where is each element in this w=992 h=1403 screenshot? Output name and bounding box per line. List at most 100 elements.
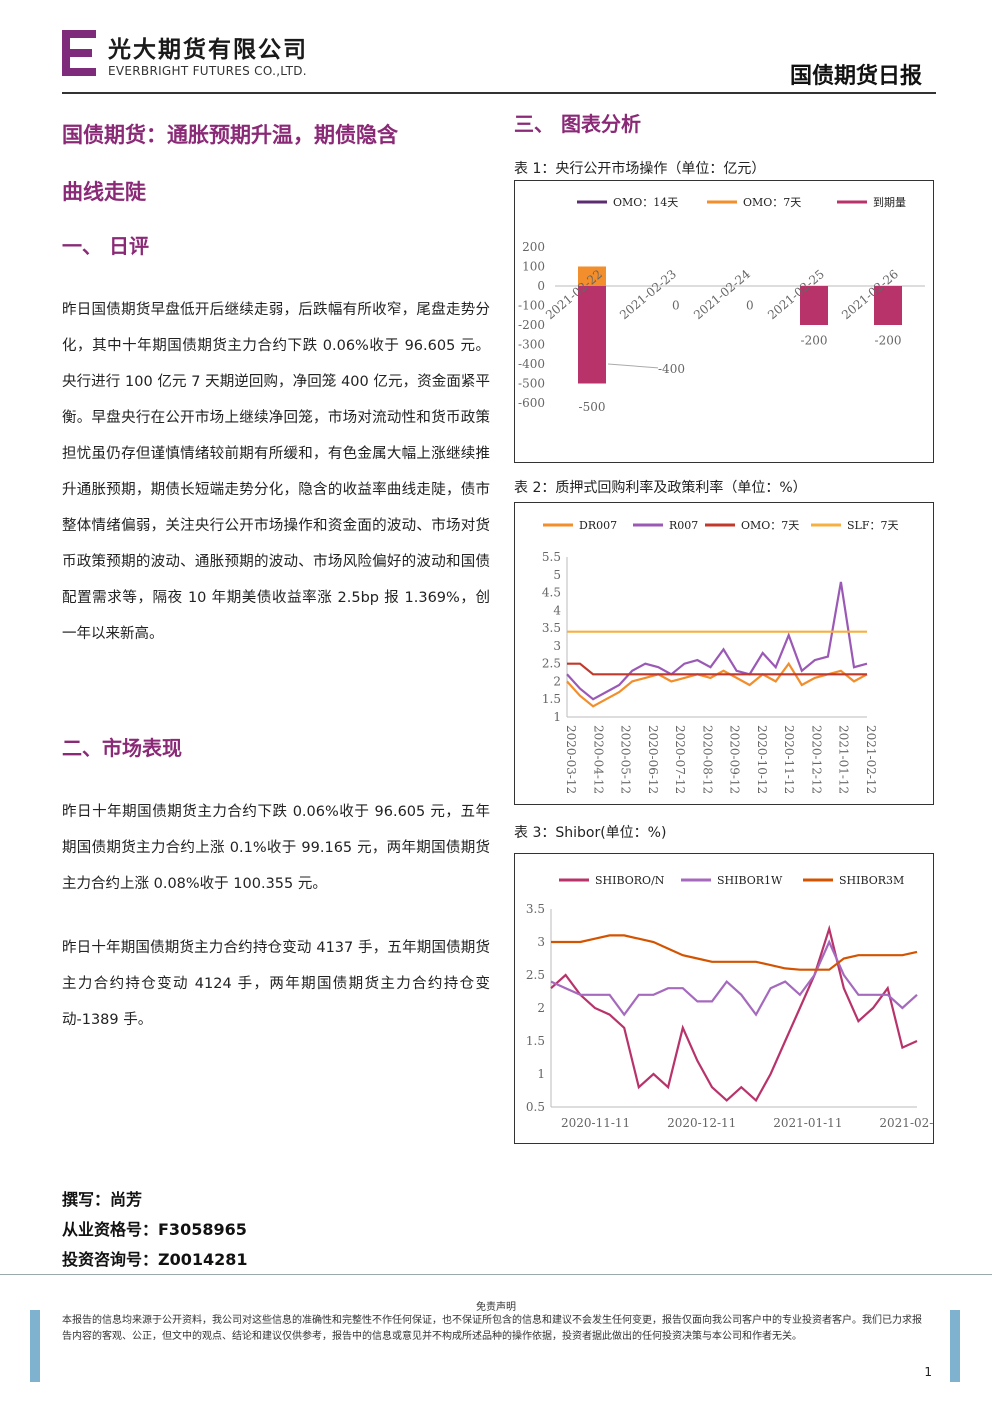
- y-tick-label: 200: [522, 240, 545, 254]
- x-tick-label: 2020-11-11: [561, 1116, 630, 1130]
- section-market-text2: 昨日十年期国债期货主力合约持仓变动 4137 手，五年期国债期货主力合约持仓变动…: [62, 930, 490, 1038]
- data-label: -400: [658, 362, 685, 376]
- x-tick-label: 2021-01-12: [837, 725, 851, 794]
- y-tick-label: 0.5: [526, 1100, 545, 1114]
- author-info: 撰写：尚芳 从业资格号：F3058965 投资咨询号：Z0014281: [62, 1185, 248, 1275]
- y-tick-label: 2.5: [526, 968, 545, 982]
- y-tick-label: 2: [537, 1001, 545, 1015]
- series-line-SHIBORO/N: [550, 924, 918, 1103]
- x-tick-label: 2020-08-12: [700, 725, 714, 794]
- market-paragraph-2: 昨日十年期国债期货主力合约持仓变动 4137 手，五年期国债期货主力合约持仓变动…: [62, 940, 490, 1028]
- y-tick-label: 5.5: [542, 550, 561, 564]
- data-label: -500: [579, 400, 606, 414]
- y-tick-label: 3: [553, 639, 561, 653]
- x-tick-label: 2020-04-12: [591, 725, 605, 794]
- x-tick-label: 2020-03-12: [564, 725, 578, 794]
- footer-left-accent: [30, 1310, 40, 1382]
- data-label: -200: [801, 334, 828, 348]
- footer-right-accent: [950, 1310, 960, 1382]
- company-name-cn: 光大期货有限公司: [108, 36, 308, 63]
- company-name-en: EVERBRIGHT FUTURES CO.,LTD.: [108, 64, 307, 78]
- author-consult-license: 投资咨询号：Z0014281: [62, 1250, 248, 1269]
- shibor-line-chart: SHIBORO/N SHIBOR1W SHIBOR3M 3.5 3 2.5 2 1.5 1 0.5…: [526, 874, 949, 1130]
- y-tick-label: 4.5: [542, 586, 561, 600]
- repo-rate-line-chart: DR007 R007 OMO：7天 SLF：7天 5.5 5 4.5 4 3.5 3 2.5 2 1.5…: [542, 519, 899, 794]
- y-tick-label: 3: [537, 935, 545, 949]
- legend-label: 到期量: [873, 196, 906, 209]
- y-tick-label: 2.5: [542, 657, 561, 671]
- y-tick-label: 3.5: [542, 621, 561, 635]
- legend-label: OMO：14天: [613, 196, 678, 209]
- series-line-DR007: [566, 661, 868, 708]
- data-label: -200: [875, 334, 902, 348]
- main-title-line1: 国债期货：通胀预期升温，期债隐含: [62, 122, 398, 147]
- y-tick-label: 1: [537, 1067, 545, 1081]
- legend-label: OMO：7天: [743, 196, 801, 209]
- x-tick-label: 2020-10-12: [755, 725, 769, 794]
- legend-label: SHIBORO/N: [595, 874, 665, 887]
- legend-label: SHIBOR3M: [839, 874, 904, 887]
- chart3-frame: SHIBORO/N SHIBOR1W SHIBOR3M 3.5 3 2.5 2 1.5 1 0.5…: [514, 853, 949, 1144]
- author-license: 从业资格号：F3058965: [62, 1220, 247, 1239]
- disclaimer-title: 免责声明: [476, 1302, 516, 1313]
- chart2-frame: DR007 R007 OMO：7天 SLF：7天 5.5 5 4.5 4 3.5 3 2.5 2 1.5…: [514, 502, 934, 805]
- y-tick-label: 4: [553, 603, 561, 617]
- x-tick-label: 2021-02-12: [864, 725, 878, 794]
- bar-到期量: [874, 286, 902, 325]
- y-tick-label: 0: [537, 279, 545, 293]
- data-label-leader: [607, 363, 659, 369]
- footer-divider: [0, 1274, 992, 1275]
- y-tick-label: 1.5: [542, 692, 561, 706]
- report-title: 国债期货日报: [789, 63, 922, 89]
- x-tick-label: 2021-01-11: [773, 1116, 842, 1130]
- y-tick-label: -300: [518, 338, 545, 352]
- main-title-line2: 曲线走陡: [62, 179, 146, 204]
- x-tick-label: 2020-12-11: [667, 1116, 736, 1130]
- page-number: 1: [924, 1365, 932, 1379]
- y-tick-label: 2: [553, 674, 561, 688]
- y-tick-label: 1.5: [526, 1034, 545, 1048]
- header-divider: [62, 92, 936, 94]
- y-tick-label: 3.5: [526, 902, 545, 916]
- legend-label: R007: [669, 519, 698, 532]
- main-title: 国债期货：通胀预期升温，期债隐含 曲线走陡: [62, 106, 512, 220]
- section-daily-review-title: 一、 日评: [62, 234, 149, 258]
- x-tick-label: 2020-05-12: [619, 725, 633, 794]
- chart1-frame: OMO：14天 OMO：7天 到期量 200 100 0 -100 -200 -300 -400 -…: [514, 180, 934, 463]
- section-chart-analysis-title: 三、 图表分析: [514, 112, 641, 136]
- y-tick-label: -500: [518, 377, 545, 391]
- bar-到期量: [800, 286, 828, 325]
- y-tick-label: -400: [518, 357, 545, 371]
- x-tick-label: 2020-09-12: [728, 725, 742, 794]
- legend-label: SHIBOR1W: [717, 874, 783, 887]
- data-label: 0: [672, 298, 680, 312]
- section-market-text1: 昨日十年期国债期货主力合约下跌 0.06%收于 96.605 元，五年期国债期货…: [62, 794, 490, 902]
- daily-review-paragraph: 昨日国债期货早盘低开后继续走弱，后跌幅有所收窄，尾盘走势分化，其中十年期国债期货…: [62, 302, 490, 642]
- x-tick-label: 2021-02-24: [691, 267, 753, 322]
- series-line-SHIBOR3M: [551, 934, 918, 971]
- x-tick-label: 2021-02-11: [879, 1116, 933, 1130]
- x-tick-label: 2020-06-12: [646, 725, 660, 794]
- x-tick-label: 2021-02-23: [617, 267, 679, 322]
- series-line-OMO：7天: [567, 662, 867, 676]
- data-label: 0: [746, 298, 754, 312]
- section-daily-review-text: 昨日国债期货早盘低开后继续走弱，后跌幅有所收窄，尾盘走势分化，其中十年期国债期货…: [62, 292, 490, 652]
- y-tick-label: 100: [522, 260, 545, 274]
- y-tick-label: -100: [518, 299, 545, 313]
- x-tick-label: 2020-07-12: [673, 725, 687, 794]
- y-tick-label: 1: [553, 710, 561, 724]
- chart1-caption: 表 1：央行公开市场操作（单位：亿元）: [514, 161, 766, 177]
- disclaimer-text: 本报告的信息均来源于公开资料，我公司对这些信息的准确性和完整性不作任何保证，也不…: [62, 1315, 922, 1342]
- company-logo-icon: [62, 30, 96, 76]
- x-tick-label: 2020-12-12: [809, 725, 823, 794]
- chart2-caption: 表 2：质押式回购利率及政策利率（单位：%）: [514, 480, 807, 496]
- author-name: 撰写：尚芳: [62, 1190, 143, 1209]
- omo-bar-chart: OMO：14天 OMO：7天 到期量 200 100 0 -100 -200 -300 -400 -…: [518, 196, 925, 414]
- legend-label: SLF：7天: [847, 519, 898, 532]
- market-paragraph-1: 昨日十年期国债期货主力合约下跌 0.06%收于 96.605 元，五年期国债期货…: [62, 804, 490, 892]
- y-tick-label: -200: [518, 318, 545, 332]
- legend-label: DR007: [579, 519, 617, 532]
- series-line-SHIBOR1W: [550, 939, 918, 1017]
- section-market-title: 二、市场表现: [62, 736, 182, 760]
- bar-OMO：7天: [578, 266, 606, 286]
